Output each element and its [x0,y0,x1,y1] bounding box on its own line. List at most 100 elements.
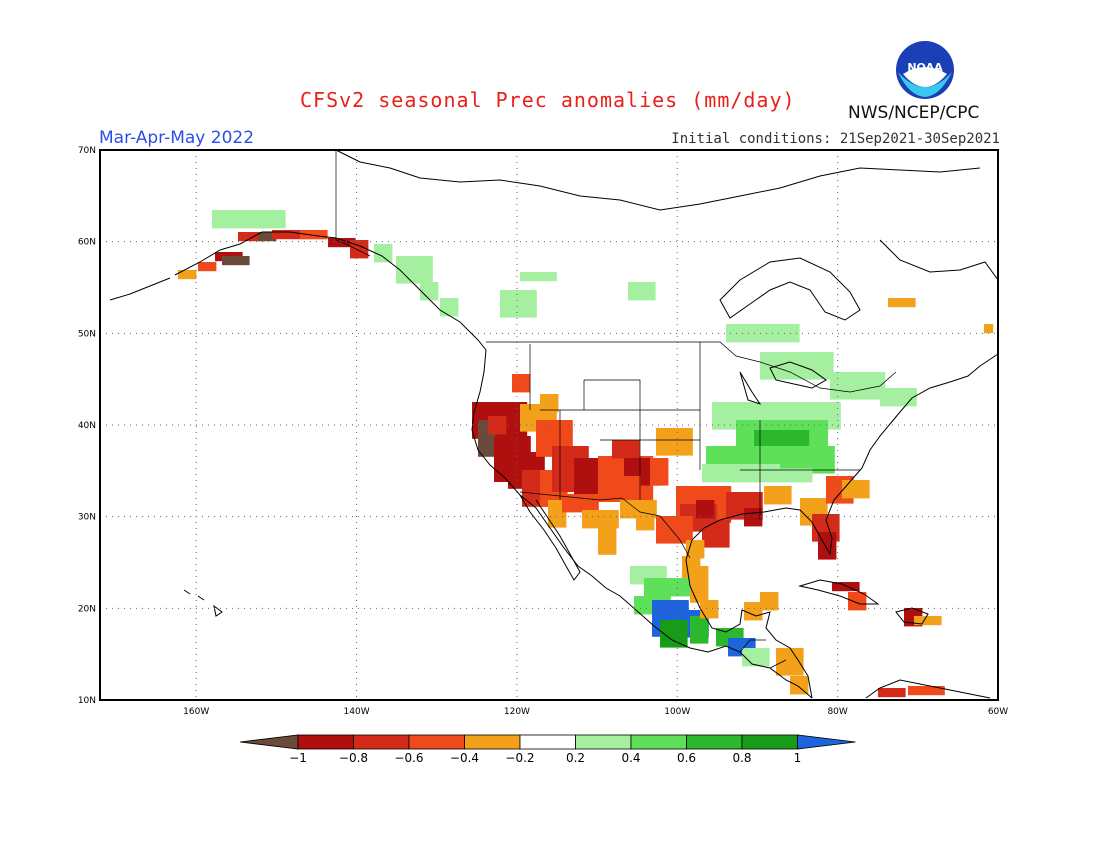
anomaly-cell [520,272,557,282]
colorbar-segment [519,734,576,750]
border-us-canada [486,341,897,393]
anomaly-cell [420,282,439,301]
colorbar-tick-label: 0.4 [621,751,640,765]
initial-conditions-label: Initial conditions: 21Sep2021-30Sep2021 [671,131,1000,147]
anomaly-cell [488,416,507,435]
coastline-great-lakes [739,361,827,405]
colorbar-tick-label: −0.4 [450,751,479,765]
coastline-hudson-bay [719,257,861,321]
anomaly-cell [178,270,197,280]
anomaly-cell [562,494,599,513]
map-title: CFSv2 seasonal Prec anomalies (mm/day) [300,88,796,112]
anomaly-cell [574,458,602,495]
anomaly-cell [832,582,860,592]
anomaly-cell [628,282,656,301]
colorbar-tick-label: 1 [794,751,802,765]
colorbar-tick-label: −0.8 [339,751,368,765]
anomaly-cell [842,480,870,499]
anomaly-cell [984,324,994,334]
anomaly-cell [888,298,916,308]
lon-tick-label: 100W [664,707,690,717]
lon-tick-label: 80W [827,707,847,717]
coastline-arctic [335,149,981,211]
colorbar-tick-label: −1 [289,751,307,765]
anomaly-cell [830,372,886,400]
anomaly-cell [212,210,286,229]
lon-tick-label: 140W [344,707,370,717]
colorbar-segment [353,734,410,750]
lat-tick-label: 40N [78,421,96,431]
anomaly-cell [644,578,700,597]
anomaly-cell [300,230,328,240]
anomaly-cell [908,686,945,696]
coastline-gulf [685,353,999,699]
colorbar-segment [464,734,521,750]
anomaly-cell [702,464,813,483]
lat-tick-label: 50N [78,329,96,339]
border-us-mexico [519,491,691,559]
anomaly-cell [690,566,709,603]
logo-text: NOAA [907,61,943,74]
anomaly-cell [374,244,393,263]
colorbar-tick-label: 0.6 [677,751,696,765]
border-alaska-canada [335,150,371,257]
anomaly-cell [500,290,537,318]
lon-tick-label: 160W [183,707,209,717]
anomaly-cell [656,516,693,544]
anomaly-cell [760,592,779,611]
coastline-south-america [865,679,991,699]
anomaly-cell [656,428,693,456]
anomaly-cell [690,616,709,644]
anomaly-cell [650,458,669,486]
anomaly-cell [396,256,433,284]
coastlines [109,149,999,699]
anomaly-cell [742,648,770,667]
coastline-baja [519,494,581,581]
colorbar-tick-label: −0.2 [505,751,534,765]
colorbar-segment [297,734,354,750]
anomaly-cell [700,600,719,619]
anomaly-cell [238,232,266,242]
colorbar-tick-label: 0.8 [732,751,751,765]
anomaly-cell [258,232,277,242]
anomaly-cell [780,450,826,469]
axis-tick-labels: 70N 60N 50N 40N 30N 20N 10N 160W 140W 120W 100W 80W… [78,146,1008,717]
map-frame [99,149,999,701]
lat-tick-label: 60N [78,238,96,248]
lat-tick-label: 30N [78,513,96,523]
anomaly-cell [272,230,328,240]
anomaly-cell [878,688,906,698]
anomaly-cell [726,324,800,343]
anomaly-cell [222,256,250,266]
coastline-cuba [798,579,880,605]
anomaly-cell [548,500,567,528]
political-borders [335,150,897,669]
border-states [529,342,860,520]
anomaly-cell [440,298,459,317]
anomaly-cell [198,262,217,272]
anomaly-cell [696,500,715,519]
noaa-logo-icon: NOAA [896,41,954,99]
colorbar-segment [630,734,687,750]
anomaly-cell [790,676,809,695]
anomaly-cell [764,486,792,505]
anomaly-cell [702,520,730,548]
anomaly-cell [914,616,942,626]
colorbar-high-arrow [797,734,856,750]
anomaly-cell [612,440,640,459]
colorbar-segment [741,734,798,750]
colorbar-low-arrow [239,734,299,750]
colorbar-segment [408,734,465,750]
border-central-america [739,639,787,669]
lon-tick-label: 120W [504,707,530,717]
coastline-hispaniola [895,607,929,625]
colorbar-tick-label: 0.2 [566,751,585,765]
anomaly-cell [848,592,867,611]
lat-tick-label: 20N [78,604,96,614]
anomaly-cell [598,518,617,555]
season-label: Mar-Apr-May 2022 [99,128,255,148]
colorbar-segment [686,734,743,750]
agency-label: NWS/NCEP/CPC [848,103,980,123]
